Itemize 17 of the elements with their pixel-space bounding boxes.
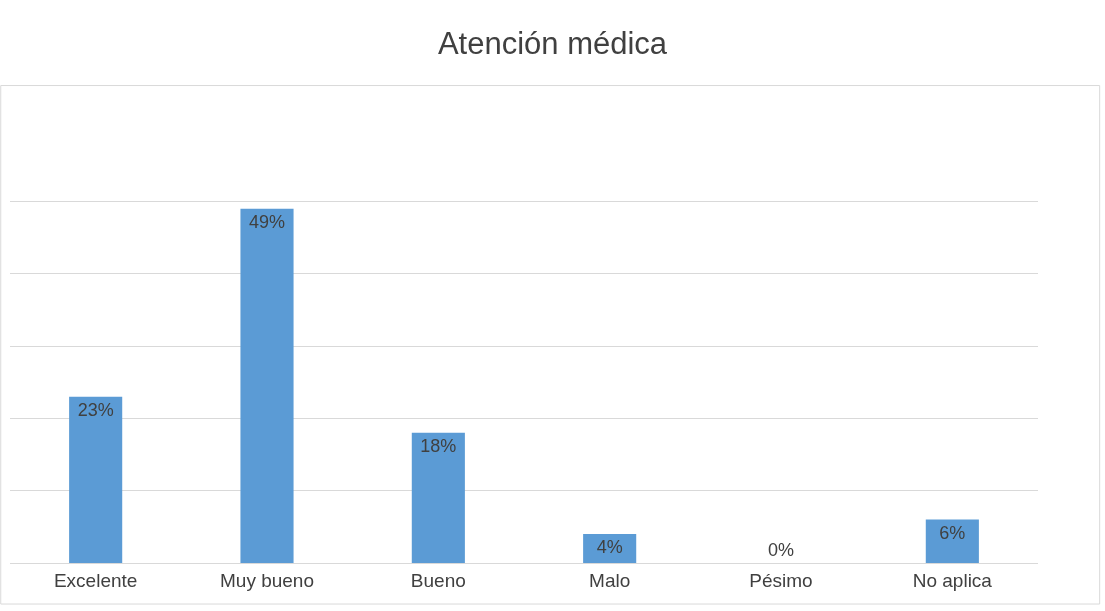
x-tick-label: Malo xyxy=(589,569,631,591)
data-label: 4% xyxy=(596,537,623,558)
x-tick-label: Bueno xyxy=(410,569,466,591)
bar xyxy=(240,208,294,563)
x-tick-label: Excelente xyxy=(53,569,138,591)
data-label: 23% xyxy=(77,399,114,420)
data-label: 0% xyxy=(767,540,795,560)
data-label: 49% xyxy=(248,211,286,232)
chart-title: Atención médica xyxy=(437,25,668,61)
x-tick-label: Pésimo xyxy=(749,569,813,591)
bar xyxy=(411,432,465,563)
bar xyxy=(69,396,123,563)
data-label: 18% xyxy=(420,435,457,456)
x-tick-label: No aplica xyxy=(912,569,993,591)
data-label: 6% xyxy=(939,522,966,543)
x-tick-label: Muy bueno xyxy=(219,569,315,591)
bar xyxy=(925,519,979,563)
